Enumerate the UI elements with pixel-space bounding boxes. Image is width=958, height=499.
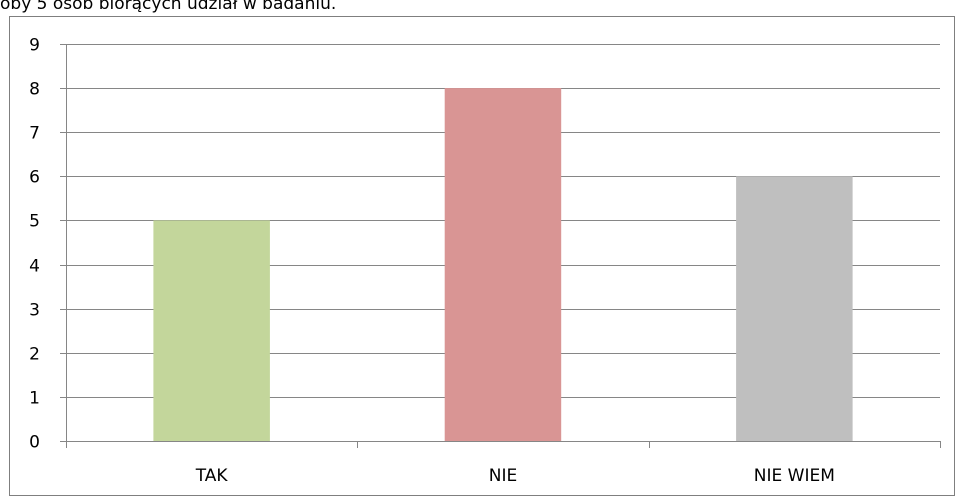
x-tick-label-nie-wiem: NIE WIEM — [754, 466, 835, 486]
chart-caption: oby 5 osób biorących udział w badaniu. — [0, 0, 337, 14]
y-tick-label-7: 7 — [29, 124, 40, 144]
y-tick-label-2: 2 — [29, 345, 40, 365]
x-tick-label-tak: TAK — [195, 466, 229, 486]
y-tick-label-1: 1 — [29, 389, 40, 409]
y-tick-label-8: 8 — [29, 80, 40, 100]
bar-nie-wiem — [736, 176, 853, 442]
y-tick-label-6: 6 — [29, 168, 40, 188]
y-tick-label-9: 9 — [29, 36, 40, 56]
bar-nie — [444, 88, 562, 441]
axes — [60, 44, 941, 448]
x-tick-label-nie: NIE — [489, 466, 517, 486]
y-tick-label-5: 5 — [29, 212, 40, 232]
y-tick-label-0: 0 — [29, 433, 40, 453]
bars — [153, 88, 853, 442]
y-tick-label-4: 4 — [29, 257, 40, 277]
y-tick-label-3: 3 — [29, 301, 40, 321]
tick-labels: 0 1 2 3 4 5 6 7 8 9 TAK NIE NIE WIEM — [29, 36, 835, 487]
bar-tak — [153, 220, 270, 441]
